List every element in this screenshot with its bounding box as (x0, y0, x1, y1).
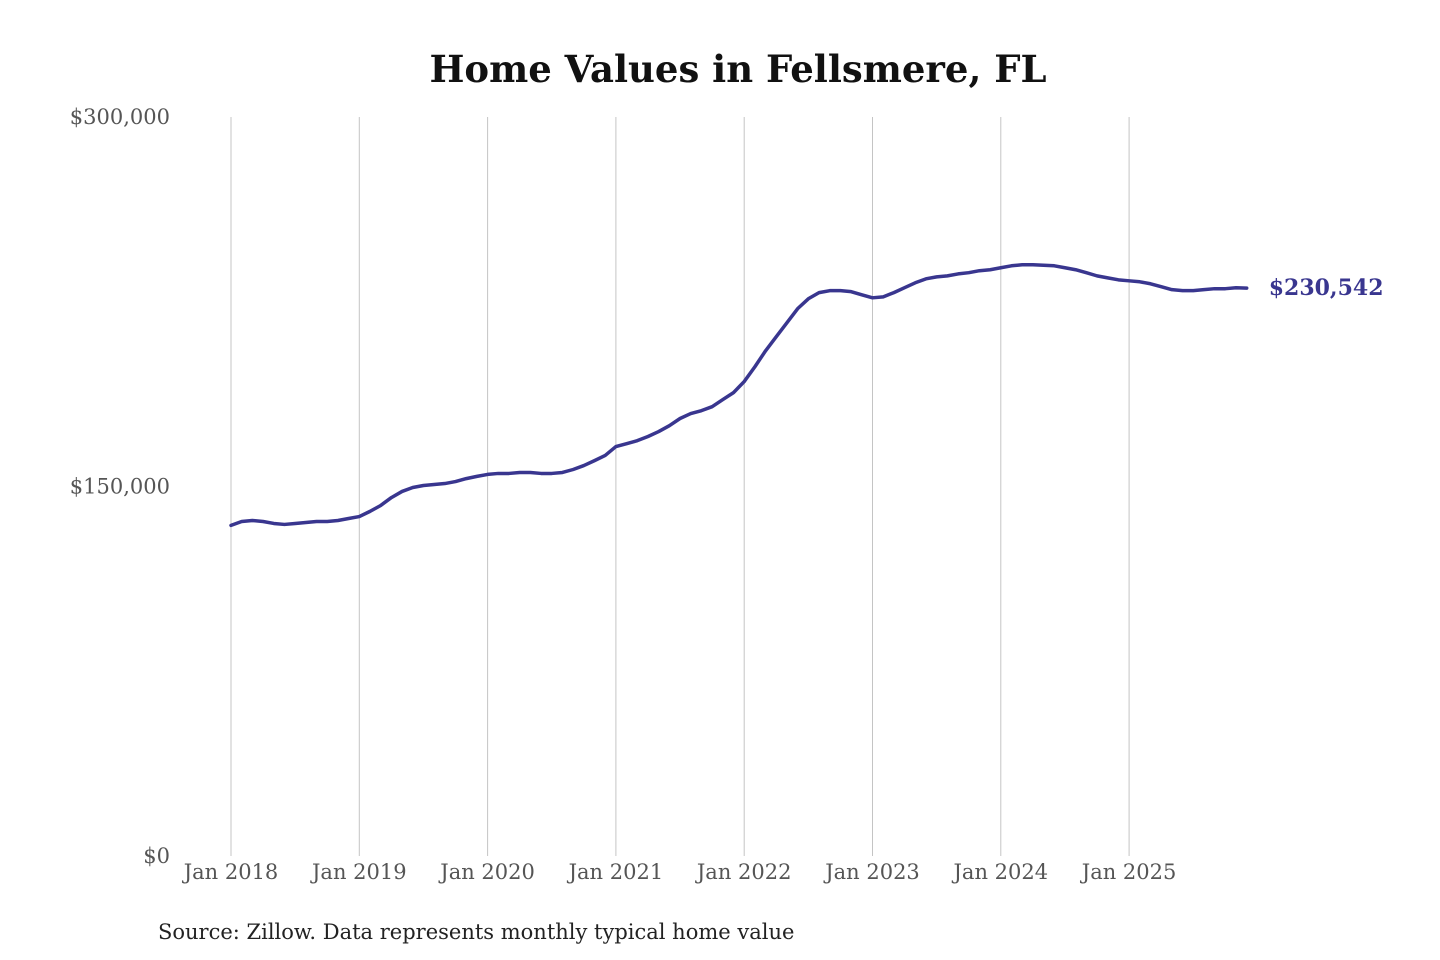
x-tick-label: Jan 2021 (567, 860, 664, 884)
source-note: Source: Zillow. Data represents monthly … (158, 920, 794, 944)
x-tick-label: Jan 2023 (823, 860, 920, 884)
y-tick-label: $150,000 (70, 475, 170, 499)
x-tick-label: Jan 2018 (182, 860, 279, 884)
chart-title: Home Values in Fellsmere, FL (429, 47, 1046, 91)
end-value-label: $230,542 (1269, 275, 1384, 301)
x-tick-label: Jan 2024 (952, 860, 1049, 884)
series-line (229, 263, 1249, 528)
x-tick-label: Jan 2020 (438, 860, 535, 884)
x-tick-label: Jan 2025 (1080, 860, 1177, 884)
y-tick-label: $300,000 (70, 105, 170, 129)
x-tick-label: Jan 2019 (310, 860, 407, 884)
y-tick-label: $0 (143, 844, 170, 868)
x-tick-label: Jan 2022 (695, 860, 792, 884)
